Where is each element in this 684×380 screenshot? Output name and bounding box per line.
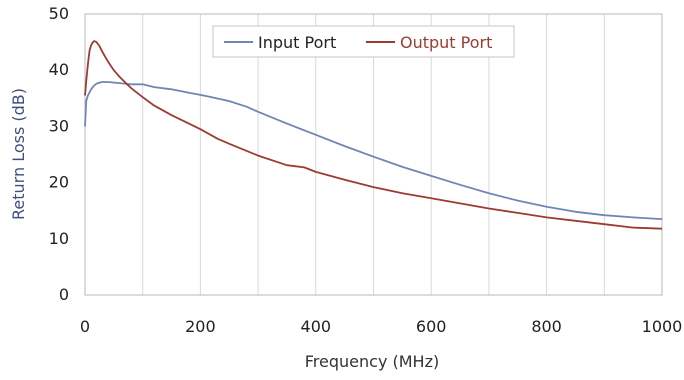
x-tick-label: 0	[80, 317, 90, 336]
y-tick-label: 30	[49, 116, 69, 135]
x-tick-label: 800	[531, 317, 562, 336]
series-lines	[84, 40, 663, 230]
y-tick-label: 0	[59, 285, 69, 304]
series-line-output-port	[84, 40, 663, 230]
axis-tick-labels: 0 200 400 600 800 1000 0 10 20 30 40 50	[49, 4, 683, 336]
y-tick-label: 20	[49, 173, 69, 192]
legend-box	[212, 25, 515, 58]
x-tick-label: 600	[416, 317, 447, 336]
x-tick-label: 400	[301, 317, 332, 336]
y-tick-label: 40	[49, 60, 69, 79]
legend-label-output-port: Output Port	[400, 33, 492, 52]
grid-lines	[142, 14, 605, 295]
y-tick-label: 10	[49, 229, 69, 248]
y-axis-label: Return Loss (dB)	[9, 88, 28, 220]
plot-area-frame	[84, 13, 663, 296]
legend: Input Port Output Port	[212, 25, 515, 58]
x-tick-label: 1000	[642, 317, 683, 336]
x-axis-label: Frequency (MHz)	[305, 352, 439, 371]
legend-label-input-port: Input Port	[258, 33, 336, 52]
y-tick-label: 50	[49, 4, 69, 23]
series-line-input-port	[84, 81, 663, 220]
x-tick-label: 200	[185, 317, 216, 336]
